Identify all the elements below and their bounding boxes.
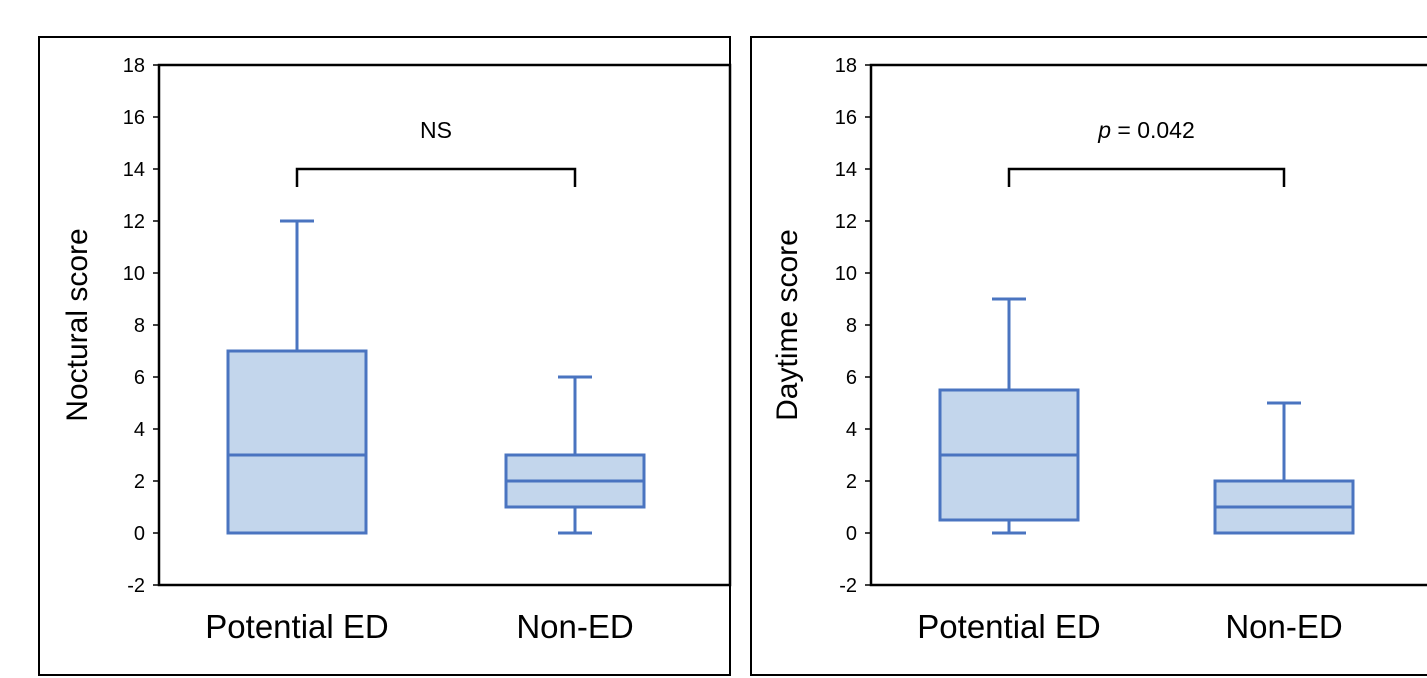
box-plot-potential-ed: [226, 219, 368, 535]
y-tick-label: 12: [123, 211, 145, 233]
y-tick-label: 6: [134, 367, 145, 389]
significance-text: NS: [420, 117, 452, 143]
y-tick-label: 2: [846, 471, 857, 493]
y-tick-label: -2: [127, 575, 145, 597]
y-axis-title: Noctural score: [61, 228, 94, 421]
y-tick-label: 2: [134, 471, 145, 493]
y-tick-label: 0: [846, 523, 857, 545]
x-category-label: Potential ED: [205, 608, 388, 645]
significance-bracket: [1007, 167, 1286, 187]
y-tick-label: 10: [835, 263, 857, 285]
p-value: = 0.042: [1111, 117, 1195, 143]
significance-label: p = 0.042: [1097, 117, 1195, 143]
y-tick-label: 8: [134, 315, 145, 337]
y-tick-label: 18: [123, 55, 145, 77]
chart-panel-nocturnal: -2 0 2 4 6 8 10 12 14 16 18 Noctural score Potential…: [38, 36, 732, 676]
y-tick-label: 16: [835, 107, 857, 129]
y-tick-label: 4: [134, 419, 145, 441]
y-tick-label: 12: [835, 211, 857, 233]
chart-panel-daytime: -2 0 2 4 6 8 10 12 14 16 18 Daytime score Potential …: [750, 36, 1427, 676]
y-tick-label: 14: [123, 159, 145, 181]
daytime-score-chart: -2 0 2 4 6 8 10 12 14 16 18 Daytime score Potential …: [771, 55, 1427, 645]
iqr-box: [226, 349, 368, 535]
y-tick-label: 16: [123, 107, 145, 129]
nocturnal-score-chart: -2 0 2 4 6 8 10 12 14 16 18 Noctural score Potential…: [61, 55, 732, 645]
y-tick-label: 10: [123, 263, 145, 285]
p-symbol: p: [1097, 117, 1111, 143]
significance-label: NS: [420, 117, 452, 143]
box-plot-non-ed: [504, 375, 646, 535]
x-category-label: Non-ED: [516, 608, 633, 645]
x-category-label: Non-ED: [1225, 608, 1342, 645]
box-plot-non-ed: [1213, 401, 1355, 535]
y-tick-label: 4: [846, 419, 857, 441]
y-axis-title: Daytime score: [771, 229, 804, 421]
y-tick-label: 14: [835, 159, 857, 181]
y-tick-label: 18: [835, 55, 857, 77]
x-category-label: Potential ED: [917, 608, 1100, 645]
y-tick-label: 0: [134, 523, 145, 545]
y-tick-label: -2: [839, 575, 857, 597]
y-tick-label: 6: [846, 367, 857, 389]
y-tick-label: 8: [846, 315, 857, 337]
significance-bracket: [295, 167, 577, 187]
box-plot-potential-ed: [938, 297, 1080, 535]
